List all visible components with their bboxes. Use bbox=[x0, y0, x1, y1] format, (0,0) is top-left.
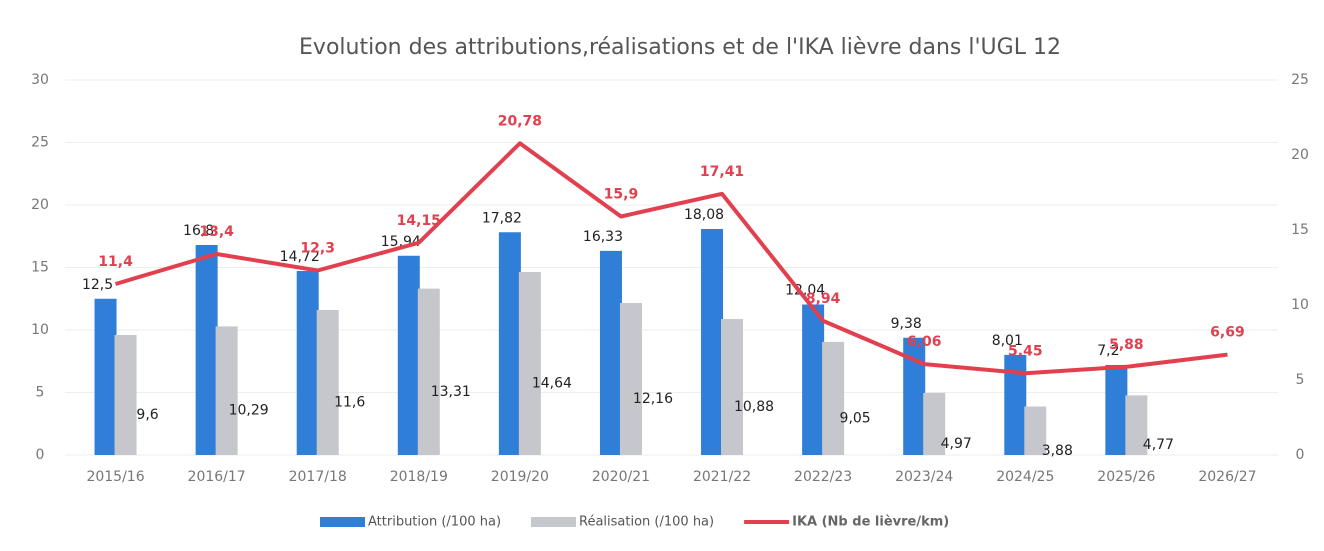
data-label: 3,88 bbox=[1042, 443, 1073, 459]
data-label: 9,38 bbox=[891, 316, 922, 332]
data-label: 16,33 bbox=[583, 229, 623, 245]
chart-title: Evolution des attributions,réalisations … bbox=[299, 35, 1061, 60]
data-label: 8,94 bbox=[806, 291, 841, 307]
x-tick-label: 2021/22 bbox=[693, 469, 751, 485]
y-tick-label: 25 bbox=[31, 135, 49, 151]
data-label: 16,8 bbox=[183, 223, 214, 239]
bar bbox=[721, 319, 744, 455]
x-tick-label: 2016/17 bbox=[188, 469, 246, 485]
data-label: 13,4 bbox=[199, 224, 234, 240]
bar bbox=[1024, 406, 1047, 455]
bar bbox=[599, 250, 622, 455]
data-label: 10,88 bbox=[734, 399, 774, 415]
data-label: 12,16 bbox=[633, 391, 673, 407]
bar bbox=[296, 271, 319, 455]
data-label: 13,31 bbox=[431, 384, 471, 400]
bar bbox=[498, 232, 521, 455]
data-label: 10,29 bbox=[229, 403, 269, 419]
bar bbox=[1125, 395, 1148, 455]
y2-tick-label: 5 bbox=[1296, 372, 1305, 388]
bar bbox=[1105, 365, 1128, 455]
data-label: 11,4 bbox=[98, 254, 133, 270]
x-tick-label: 2022/23 bbox=[794, 469, 852, 485]
x-tick-label: 2026/27 bbox=[1198, 469, 1256, 485]
data-label: 12,5 bbox=[82, 277, 113, 293]
x-tick-label: 2018/19 bbox=[390, 469, 448, 485]
bar bbox=[802, 304, 825, 455]
legend-label: Réalisation (/100 ha) bbox=[579, 515, 714, 530]
data-label: 7,2 bbox=[1097, 343, 1119, 359]
y-tick-label: 20 bbox=[31, 197, 49, 213]
x-tick-label: 2017/18 bbox=[289, 469, 347, 485]
data-label: 6,69 bbox=[1210, 325, 1245, 341]
data-label: 15,9 bbox=[604, 187, 639, 203]
x-tick-label: 2023/24 bbox=[895, 469, 953, 485]
data-label: 5,45 bbox=[1008, 343, 1043, 359]
bar bbox=[417, 288, 440, 455]
y-tick-label: 0 bbox=[36, 447, 45, 463]
y2-tick-label: 25 bbox=[1291, 72, 1309, 88]
legend-label: IKA (Nb de lièvre/km) bbox=[792, 515, 949, 530]
x-tick-label: 2024/25 bbox=[996, 469, 1054, 485]
y-tick-label: 10 bbox=[31, 322, 49, 338]
data-label: 12,3 bbox=[300, 241, 335, 257]
x-tick-label: 2015/16 bbox=[86, 469, 144, 485]
data-label: 17,41 bbox=[700, 164, 744, 180]
bar bbox=[94, 298, 117, 455]
data-label: 11,6 bbox=[334, 395, 365, 411]
bar bbox=[701, 229, 724, 455]
y-tick-label: 5 bbox=[36, 385, 45, 401]
data-label: 4,97 bbox=[941, 436, 972, 452]
bar bbox=[195, 245, 218, 455]
data-label: 20,78 bbox=[498, 113, 542, 129]
legend-swatch bbox=[531, 517, 577, 527]
y2-tick-label: 15 bbox=[1291, 222, 1309, 238]
legend-label: Attribution (/100 ha) bbox=[368, 515, 501, 530]
x-tick-label: 2019/20 bbox=[491, 469, 549, 485]
bar bbox=[822, 341, 845, 455]
data-label: 18,08 bbox=[684, 207, 724, 223]
bar bbox=[215, 326, 238, 455]
bar bbox=[903, 337, 926, 455]
data-label: 9,05 bbox=[840, 410, 871, 426]
bar bbox=[518, 272, 541, 455]
bar bbox=[397, 255, 420, 455]
data-label: 17,82 bbox=[482, 210, 522, 226]
y2-tick-label: 20 bbox=[1291, 147, 1309, 163]
y2-tick-label: 10 bbox=[1291, 297, 1309, 313]
data-label: 14,72 bbox=[280, 249, 320, 265]
bar bbox=[114, 335, 137, 455]
data-label: 6,06 bbox=[907, 334, 942, 350]
legend-swatch bbox=[320, 517, 365, 527]
bar bbox=[619, 303, 642, 455]
x-tick-label: 2025/26 bbox=[1097, 469, 1155, 485]
data-label: 14,15 bbox=[397, 213, 441, 229]
data-label: 4,77 bbox=[1143, 437, 1174, 453]
data-label: 5,88 bbox=[1109, 337, 1144, 353]
bar bbox=[316, 310, 339, 455]
data-label: 14,64 bbox=[532, 376, 572, 392]
x-tick-label: 2020/21 bbox=[592, 469, 650, 485]
line bbox=[114, 141, 1228, 376]
y-tick-label: 30 bbox=[31, 72, 49, 88]
data-label: 9,6 bbox=[136, 407, 158, 423]
data-label: 8,01 bbox=[992, 333, 1023, 349]
bar bbox=[1004, 354, 1027, 455]
y-tick-label: 15 bbox=[31, 260, 49, 276]
y2-tick-label: 0 bbox=[1296, 447, 1305, 463]
bar bbox=[923, 392, 946, 455]
